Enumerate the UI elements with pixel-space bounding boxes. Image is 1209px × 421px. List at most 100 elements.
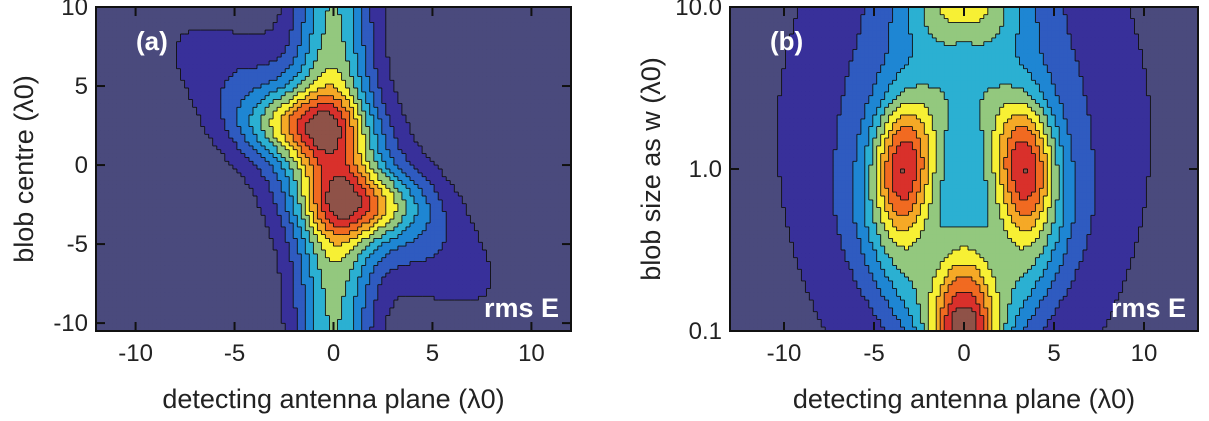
heatmap-cell [446, 142, 451, 147]
heatmap-cell [422, 122, 427, 128]
heatmap-cell [466, 115, 471, 120]
heatmap-cell [285, 161, 290, 166]
heatmap-cell [422, 64, 427, 70]
heatmap-cell [466, 165, 471, 170]
heatmap-cell [200, 53, 206, 58]
heatmap-cell [422, 22, 427, 27]
heatmap-cell [438, 34, 443, 39]
heatmap-cell [309, 80, 314, 85]
heatmap-cell [454, 22, 459, 27]
heatmap-cell [180, 111, 186, 116]
heatmap-cell [422, 34, 427, 39]
heatmap-cell [116, 14, 121, 20]
heatmap-cell [542, 10, 548, 16]
heatmap-cell [188, 126, 194, 132]
heatmap-cell [261, 72, 266, 78]
heatmap-cell [172, 91, 178, 97]
heatmap-cell [361, 68, 367, 74]
heatmap-cell [381, 14, 387, 20]
heatmap-cell [418, 7, 423, 12]
heatmap-cell [514, 107, 520, 112]
heatmap-cell [325, 130, 331, 135]
heatmap-cell [542, 115, 548, 120]
heatmap-cell [446, 126, 451, 132]
heatmap-cell [281, 45, 286, 51]
heatmap-cell [458, 49, 463, 54]
heatmap-cell [273, 72, 278, 78]
heatmap-cell [212, 14, 218, 20]
heatmap-cell [192, 111, 198, 116]
heatmap-cell [434, 61, 439, 66]
heatmap-cell [385, 95, 391, 101]
heatmap-cell [353, 7, 359, 12]
heatmap-cell [510, 49, 516, 54]
heatmap-cell [405, 72, 411, 78]
heatmap-cell [172, 169, 178, 174]
heatmap-cell [506, 84, 512, 89]
heatmap-cell [269, 103, 274, 108]
heatmap-cell [164, 153, 170, 159]
heatmap-cell [176, 99, 182, 105]
heatmap-cell [430, 34, 435, 39]
heatmap-cell [345, 153, 351, 159]
heatmap-cell [522, 91, 528, 97]
heatmap-cell [273, 118, 278, 124]
heatmap-cell [434, 57, 439, 62]
heatmap-cell [317, 49, 323, 54]
heatmap-cell [265, 107, 270, 112]
heatmap-cell [269, 37, 274, 43]
heatmap-cell [345, 68, 351, 74]
heatmap-cell [257, 30, 262, 35]
heatmap-cell [393, 41, 399, 47]
heatmap-cell [160, 41, 166, 47]
heatmap-cell [293, 30, 298, 35]
heatmap-cell [128, 88, 133, 93]
heatmap-cell [184, 118, 190, 124]
heatmap-cell [252, 142, 258, 147]
heatmap-cell [285, 10, 290, 16]
heatmap-cell [405, 99, 411, 105]
heatmap-cell [252, 107, 258, 112]
heatmap-cell [522, 107, 528, 112]
heatmap-cell [120, 41, 125, 47]
heatmap-cell [128, 126, 133, 132]
heatmap-cell [558, 153, 564, 159]
heatmap-cell [478, 145, 484, 151]
heatmap-cell [377, 37, 383, 43]
heatmap-cell [486, 41, 492, 47]
heatmap-cell [389, 34, 395, 39]
heatmap-cell [321, 22, 327, 27]
heatmap-cell [132, 115, 137, 120]
heatmap-cell [196, 49, 202, 54]
heatmap-cell [244, 169, 250, 174]
heatmap-cell [349, 41, 355, 47]
heatmap-cell [132, 53, 137, 58]
heatmap-cell [442, 72, 447, 78]
heatmap-cell [438, 84, 443, 89]
heatmap-cell [104, 84, 109, 89]
heatmap-cell [168, 18, 174, 24]
heatmap-cell [184, 18, 190, 24]
heatmap-cell [96, 111, 101, 116]
heatmap-cell [498, 88, 504, 93]
heatmap-cell [514, 22, 520, 27]
heatmap-cell [385, 126, 391, 132]
heatmap-cell [220, 138, 226, 143]
heatmap-cell [232, 111, 238, 116]
heatmap-cell [462, 34, 467, 39]
heatmap-cell [160, 111, 166, 116]
heatmap-cell [180, 14, 186, 20]
heatmap-cell [269, 99, 274, 105]
heatmap-cell [442, 57, 447, 62]
heatmap-cell [252, 49, 258, 54]
heatmap-cell [204, 91, 210, 97]
heatmap-cell [546, 118, 552, 124]
heatmap-cell [269, 84, 274, 89]
heatmap-cell [349, 142, 355, 147]
heatmap-cell [414, 107, 419, 112]
heatmap-cell [108, 80, 113, 85]
heatmap-cell [522, 57, 528, 62]
heatmap-cell [228, 134, 234, 139]
heatmap-cell [124, 153, 129, 159]
heatmap-cell [204, 122, 210, 128]
